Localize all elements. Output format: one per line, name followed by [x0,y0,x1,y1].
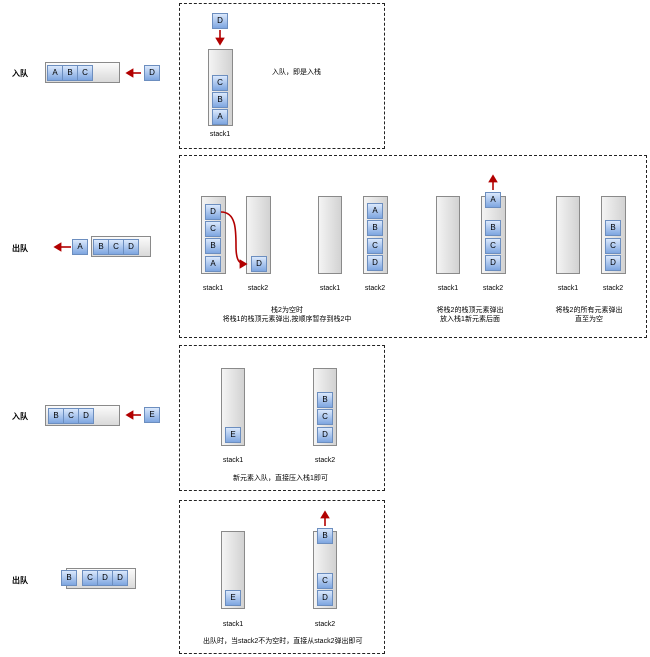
stack-item: D [251,256,267,272]
step3-caption: 将栈2的栈顶元素弹出 放入栈1新元素后面 [420,306,520,324]
stack1-label: stack1 [202,285,224,292]
stack-item: C [317,409,333,425]
stack-item: B [212,92,228,108]
stack-item: C [367,238,383,254]
incoming-item: D [144,65,160,81]
stack1-label: stack1 [222,457,244,464]
section1-label: 入队 [12,69,28,78]
stack-item: C [205,221,221,237]
stack2-label: stack2 [364,285,386,292]
stack-item: A [205,256,221,272]
queue-item: B [62,65,78,81]
stack-item: D [317,427,333,443]
stack-item: D [605,255,621,271]
stack-item: B [367,220,383,236]
stack2-label: stack2 [602,285,624,292]
stack1-label: stack1 [222,621,244,628]
section1-caption: 入队，即是入栈 [272,69,321,76]
stack-item: A [367,203,383,219]
step3-stack1 [436,196,460,274]
section2-label: 出队 [12,244,28,253]
stack-item: D [485,255,501,271]
stack1-label: stack1 [557,285,579,292]
stack-item: C [212,75,228,91]
queue-item: C [77,65,93,81]
transfer-arrow [220,211,248,269]
stack2-label: stack2 [314,621,336,628]
stack-item: E [225,590,241,606]
step4-stack1 [556,196,580,274]
step2-stack1 [318,196,342,274]
stack-item: C [317,573,333,589]
section3-label: 入队 [12,412,28,421]
incoming-stack-item: D [212,13,228,29]
section3-caption: 新元素入队，直接压入栈1即可 [233,475,328,482]
stack-item: B [605,220,621,236]
step1-caption-line2: 将栈1的栈顶元素弹出,按顺序暂存到栈2中 [222,316,352,323]
stack-item: B [317,392,333,408]
queue-item: B [61,570,77,586]
stack-item: D [367,255,383,271]
section2-frame [179,155,647,338]
stack-item: D [317,590,333,606]
stack2-label: stack2 [314,457,336,464]
stack-item: D [205,204,221,220]
step1-caption-line1: 栈2为空时 [271,307,303,314]
section3-frame [179,345,385,491]
incoming-item: E [144,407,160,423]
section1-frame [179,3,385,149]
step1-caption: 栈2为空时 将栈1的栈顶元素弹出,按顺序暂存到栈2中 [222,306,352,324]
stack1-label: stack1 [319,285,341,292]
stack-top-item: B [317,528,333,544]
section4-caption: 出队时，当stack2不为空时，直接从stack2弹出即可 [203,638,363,645]
step4-caption: 将栈2的所有元素弹出 直至为空 [544,306,634,324]
stack-item: E [225,427,241,443]
stack-item: C [605,238,621,254]
stack2-label: stack2 [247,285,269,292]
stack-item: B [205,238,221,254]
step3-caption-line2: 放入栈1新元素后面 [440,316,500,323]
queue-item: D [123,239,139,255]
queue-item: D [78,408,94,424]
stack-item: B [485,220,501,236]
stack2-label: stack2 [482,285,504,292]
stack-item: C [485,238,501,254]
section4-label: 出队 [12,576,28,585]
section4-frame [179,500,385,654]
dequeued-item: A [72,239,88,255]
stack1-label: stack1 [209,131,231,138]
stack-item: A [212,109,228,125]
step4-caption-line1: 将栈2的所有元素弹出 [555,307,623,314]
stack1-label: stack1 [437,285,459,292]
queue-item: D [112,570,128,586]
popped-item: A [485,192,501,208]
step4-caption-line2: 直至为空 [575,316,603,323]
step3-caption-line1: 将栈2的栈顶元素弹出 [436,307,504,314]
